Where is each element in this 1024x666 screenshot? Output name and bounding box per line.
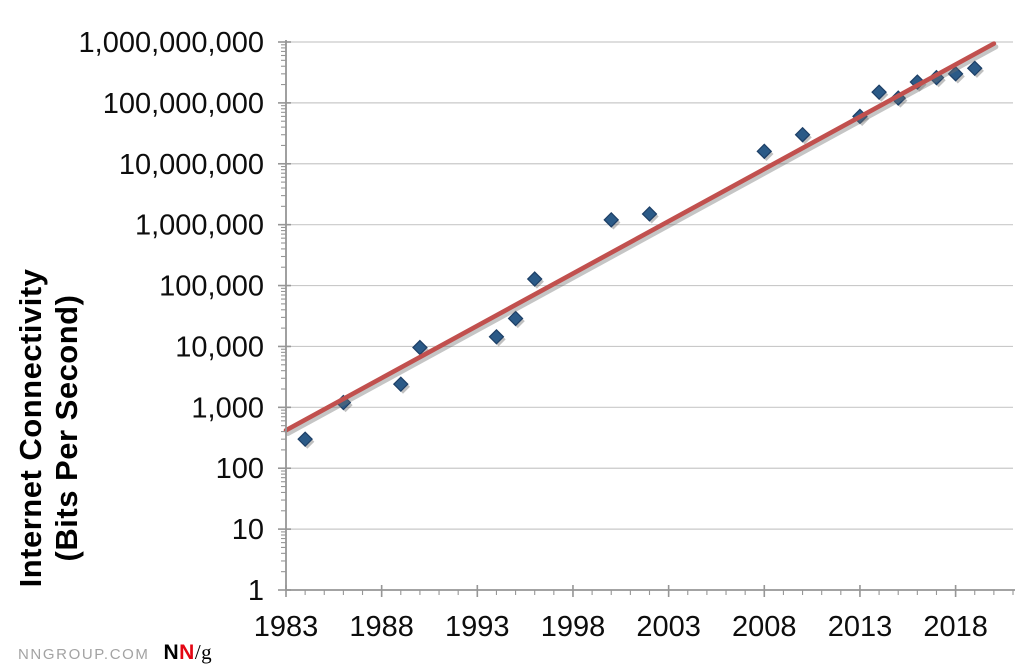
data-point — [947, 65, 964, 82]
y-tick-label: 1,000,000 — [135, 210, 264, 242]
y-tick-label: 1,000 — [191, 392, 264, 424]
data-point — [488, 328, 505, 345]
y-tick-label: 10,000,000 — [119, 149, 264, 181]
data-point — [966, 60, 983, 77]
y-tick-label: 10 — [232, 514, 264, 546]
x-tick-label: 1983 — [254, 611, 319, 643]
y-tick-label: 1,000,000,000 — [79, 27, 264, 59]
data-point — [794, 126, 811, 143]
y-tick-label: 100,000 — [159, 271, 264, 303]
x-tick-label: 2018 — [923, 611, 988, 643]
data-point — [641, 206, 658, 222]
nng-logo: NN/g — [164, 640, 213, 665]
y-tick-label: 100,000,000 — [103, 88, 264, 120]
y-tick-label: 100 — [216, 453, 264, 485]
data-point — [526, 271, 543, 287]
x-tick-label: 2013 — [828, 611, 893, 643]
nng-logo-slash-g: /g — [194, 640, 213, 664]
data-point — [507, 310, 524, 327]
data-point — [297, 431, 313, 448]
trend-line — [283, 41, 997, 433]
nngroup-site-label: NNGROUP.COM — [18, 646, 150, 663]
nng-logo-n2: N — [179, 641, 195, 664]
data-point — [392, 376, 409, 393]
y-tick-label: 10,000 — [175, 331, 264, 363]
data-point — [871, 84, 887, 101]
x-tick-label: 1998 — [541, 611, 606, 643]
x-tick-label: 1988 — [349, 611, 414, 643]
x-tick-label: 2008 — [732, 611, 797, 643]
data-point — [756, 143, 773, 160]
footer: NNGROUP.COM NN/g — [18, 640, 213, 665]
data-point — [603, 211, 620, 228]
x-tick-label: 1993 — [445, 611, 510, 643]
trend-line-shadow — [285, 44, 999, 436]
nng-logo-n1: N — [163, 641, 180, 664]
y-tick-label: 1 — [248, 575, 264, 607]
x-tick-label: 2003 — [636, 611, 701, 643]
